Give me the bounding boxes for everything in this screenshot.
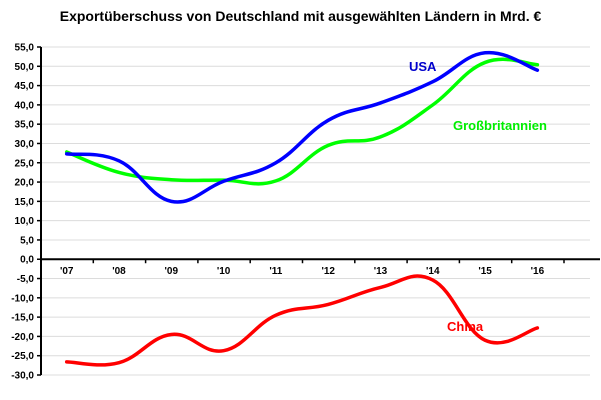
series-line-grossbritannien: [64, 57, 540, 186]
y-tick-label: 50,0: [15, 62, 35, 73]
x-tick-label: '13: [374, 266, 388, 277]
y-tick-label: -10,0: [11, 293, 34, 304]
y-tick-label: 0,0: [20, 255, 34, 266]
gridlines: [41, 46, 590, 376]
y-tick-label: 20,0: [15, 178, 35, 189]
y-axis-ticks: 55,0 50,0 45,0 40,0 35,0 30,0 25,0 20,0 15,0 10,0…: [11, 43, 41, 382]
x-tick-label: '11: [269, 266, 282, 277]
series-labels: USA Großbritannien China: [409, 59, 547, 334]
x-tick-label: '10: [217, 266, 231, 277]
y-tick-label: -15,0: [11, 313, 34, 324]
x-tick-label: '09: [165, 266, 179, 277]
x-tick-label: '12: [321, 266, 335, 277]
x-tick-label: '07: [60, 266, 74, 277]
chart-title: Exportüberschuss von Deutschland mit aus…: [59, 8, 542, 24]
axes: [40, 47, 600, 375]
series-line-china: [64, 274, 540, 367]
y-tick-label: 25,0: [15, 158, 35, 169]
y-tick-label: 40,0: [15, 100, 35, 111]
y-tick-label: 45,0: [15, 81, 35, 92]
series-line-usa: [64, 50, 540, 204]
x-tick-label: '08: [112, 266, 126, 277]
x-tick-label: '14: [426, 266, 440, 277]
y-tick-label: -25,0: [11, 351, 34, 362]
series-label-usa: USA: [409, 59, 437, 74]
y-tick-label: 55,0: [15, 43, 35, 54]
x-tick-label: '16: [531, 266, 545, 277]
y-tick-label: -20,0: [11, 332, 34, 343]
y-tick-label: -30,0: [11, 371, 34, 382]
x-axis-ticks: '07 '08 '09 '10 '11 '12 '13 '14 '15 '16: [60, 259, 565, 277]
series-label-china: China: [447, 319, 484, 334]
series-lines: [64, 50, 540, 367]
y-tick-label: 10,0: [15, 216, 35, 227]
y-tick-label: 30,0: [15, 139, 35, 150]
y-tick-label: 15,0: [15, 197, 35, 208]
series-label-grossbritannien: Großbritannien: [453, 118, 547, 133]
y-tick-label: 5,0: [20, 235, 34, 246]
x-tick-label: '15: [478, 266, 492, 277]
y-tick-label: 35,0: [15, 120, 35, 131]
y-tick-label: -5,0: [17, 274, 35, 285]
